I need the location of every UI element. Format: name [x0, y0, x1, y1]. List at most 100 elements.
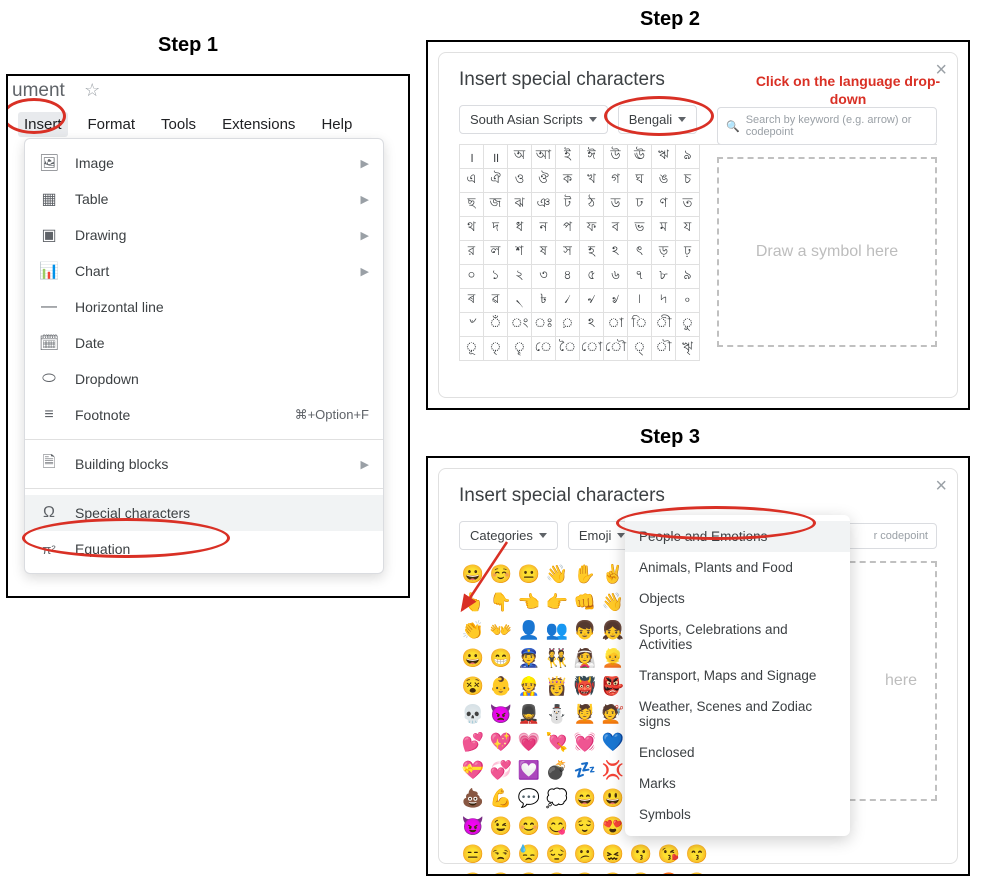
- emoji-cell[interactable]: 👮: [515, 644, 543, 672]
- emoji-cell[interactable]: 👊: [571, 588, 599, 616]
- emoji-category-item[interactable]: Marks: [625, 768, 850, 799]
- char-cell[interactable]: ঈ: [580, 145, 604, 169]
- emoji-cell[interactable]: 💇: [599, 700, 627, 728]
- emoji-cell[interactable]: 💖: [487, 728, 515, 756]
- emoji-cell[interactable]: 👆: [459, 588, 487, 616]
- emoji-cell[interactable]: 😌: [571, 812, 599, 840]
- char-cell[interactable]: ট: [556, 193, 580, 217]
- emoji-cell[interactable]: 💓: [571, 728, 599, 756]
- char-cell[interactable]: ভ: [628, 217, 652, 241]
- char-cell[interactable]: ৰ: [460, 289, 484, 313]
- char-cell[interactable]: ত: [676, 193, 700, 217]
- emoji-cell[interactable]: 👐: [487, 616, 515, 644]
- emoji-cell[interactable]: 😉: [487, 812, 515, 840]
- char-cell[interactable]: ফ: [580, 217, 604, 241]
- char-cell[interactable]: ৫: [580, 265, 604, 289]
- char-cell[interactable]: র: [460, 241, 484, 265]
- emoji-category-item[interactable]: Symbols: [625, 799, 850, 830]
- menu-item-special-characters[interactable]: Ω Special characters: [25, 495, 383, 531]
- char-cell[interactable]: স: [556, 241, 580, 265]
- char-cell[interactable]: ও: [508, 169, 532, 193]
- char-cell[interactable]: ॥: [484, 145, 508, 169]
- emoji-cell[interactable]: 😑: [459, 840, 487, 868]
- char-cell[interactable]: হ: [580, 241, 604, 265]
- emoji-cell[interactable]: 😵: [459, 672, 487, 700]
- char-cell[interactable]: উ: [604, 145, 628, 169]
- char-cell[interactable]: ক: [556, 169, 580, 193]
- emoji-cell[interactable]: 👋: [599, 588, 627, 616]
- char-cell[interactable]: দ: [484, 217, 508, 241]
- emoji-cell[interactable]: 👿: [487, 700, 515, 728]
- char-cell[interactable]: ৯: [676, 265, 700, 289]
- menu-item-table[interactable]: ▦ Table ▶: [25, 181, 383, 217]
- char-cell[interactable]: ি: [628, 313, 652, 337]
- char-cell[interactable]: ঘ: [628, 169, 652, 193]
- char-cell[interactable]: ঁ: [484, 313, 508, 337]
- menu-extensions[interactable]: Extensions: [216, 112, 301, 137]
- emoji-cell[interactable]: 😁: [487, 644, 515, 672]
- char-cell[interactable]: ঝ: [508, 193, 532, 217]
- draw-symbol-area[interactable]: Draw a symbol here: [717, 157, 937, 347]
- char-cell[interactable]: ব: [604, 217, 628, 241]
- emoji-cell[interactable]: 💗: [515, 728, 543, 756]
- char-cell[interactable]: ঞ: [532, 193, 556, 217]
- emoji-cell[interactable]: 😕: [571, 840, 599, 868]
- emoji-cell[interactable]: 💬: [515, 784, 543, 812]
- char-cell[interactable]: চ: [676, 169, 700, 193]
- search-input[interactable]: 🔍 Search by keyword (e.g. arrow) or code…: [717, 107, 937, 145]
- emoji-cell[interactable]: ⛄: [543, 700, 571, 728]
- char-cell[interactable]: ়: [556, 313, 580, 337]
- emoji-cell[interactable]: 😝: [543, 868, 571, 876]
- emoji-cell[interactable]: 😔: [543, 840, 571, 868]
- char-cell[interactable]: ৪: [556, 265, 580, 289]
- emoji-cell[interactable]: 😄: [571, 784, 599, 812]
- char-cell[interactable]: ৄ: [508, 337, 532, 361]
- char-cell[interactable]: জ: [484, 193, 508, 217]
- char-cell[interactable]: গ: [604, 169, 628, 193]
- emoji-cell[interactable]: 😐: [515, 560, 543, 588]
- emoji-cell[interactable]: 👇: [487, 588, 515, 616]
- char-cell[interactable]: ৌ: [604, 337, 628, 361]
- emoji-cell[interactable]: 😢: [683, 868, 711, 876]
- emoji-cell[interactable]: 😙: [683, 840, 711, 868]
- char-cell[interactable]: ৃ: [484, 337, 508, 361]
- char-cell[interactable]: ই: [556, 145, 580, 169]
- emoji-cell[interactable]: 👯: [543, 644, 571, 672]
- char-cell[interactable]: ১: [484, 265, 508, 289]
- emoji-cell[interactable]: 💆: [571, 700, 599, 728]
- emoji-cell[interactable]: ✋: [571, 560, 599, 588]
- char-cell[interactable]: ৷: [628, 289, 652, 313]
- emoji-cell[interactable]: 😋: [543, 812, 571, 840]
- emoji-category-item[interactable]: Objects: [625, 583, 850, 614]
- emoji-category-item[interactable]: Animals, Plants and Food: [625, 552, 850, 583]
- char-cell[interactable]: ৈ: [556, 337, 580, 361]
- char-cell[interactable]: ২: [508, 265, 532, 289]
- emoji-cell[interactable]: 👈: [515, 588, 543, 616]
- char-cell[interactable]: ঢ: [628, 193, 652, 217]
- char-cell[interactable]: ঊ: [628, 145, 652, 169]
- char-cell[interactable]: ৲: [508, 289, 532, 313]
- emoji-cell[interactable]: 😓: [515, 840, 543, 868]
- menu-item-image[interactable]: 🖼 Image ▶: [25, 145, 383, 181]
- char-cell[interactable]: ঠ: [580, 193, 604, 217]
- char-cell[interactable]: থ: [460, 217, 484, 241]
- emoji-cell[interactable]: 👧: [599, 616, 627, 644]
- char-cell[interactable]: ৮: [652, 265, 676, 289]
- char-cell[interactable]: ৵: [580, 289, 604, 313]
- char-cell[interactable]: ী: [652, 313, 676, 337]
- menu-item-drawing[interactable]: ▣ Drawing ▶: [25, 217, 383, 253]
- menu-item-equation[interactable]: π² Equation: [25, 531, 383, 567]
- emoji-cell[interactable]: 💝: [459, 756, 487, 784]
- emoji-cell[interactable]: 👉: [543, 588, 571, 616]
- char-cell[interactable]: ৱ: [484, 289, 508, 313]
- menu-insert[interactable]: Insert: [18, 112, 68, 137]
- emoji-cell[interactable]: 💪: [487, 784, 515, 812]
- emoji-cell[interactable]: 👷: [515, 672, 543, 700]
- emoji-cell[interactable]: 👸: [543, 672, 571, 700]
- emoji-cell[interactable]: 👏: [459, 616, 487, 644]
- emoji-cell[interactable]: 😚: [459, 868, 487, 876]
- char-cell[interactable]: ম: [652, 217, 676, 241]
- char-cell[interactable]: ঢ়: [676, 241, 700, 265]
- emoji-cell[interactable]: 💂: [515, 700, 543, 728]
- char-cell[interactable]: ৶: [604, 289, 628, 313]
